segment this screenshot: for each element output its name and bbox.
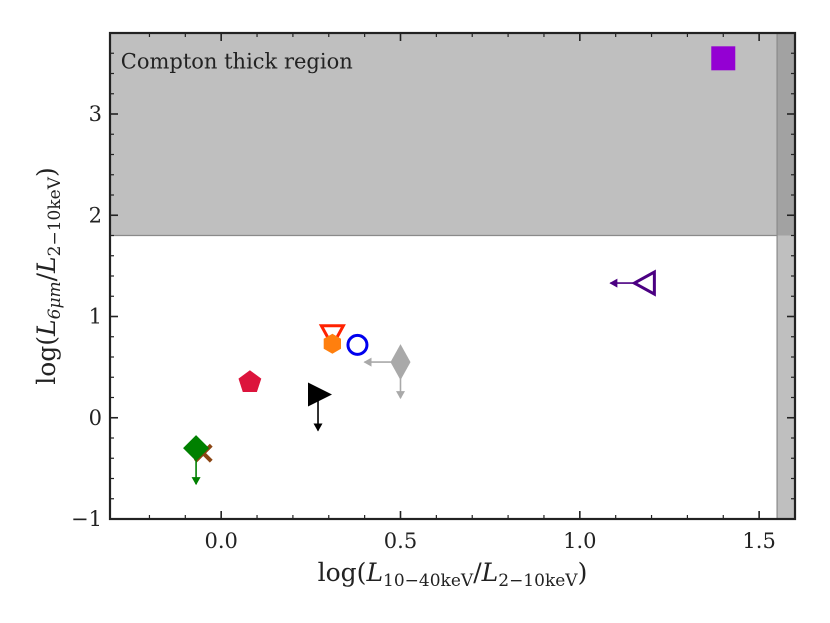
x-axis-label-post: ) bbox=[578, 558, 588, 587]
indigo-triangle-left-arrow-head bbox=[609, 278, 618, 288]
blue-circle bbox=[346, 333, 369, 356]
x-axis-label-sub2: 2−10keV bbox=[498, 571, 578, 591]
y-tick-label: 3 bbox=[89, 102, 102, 126]
gray-thin-diamond-arrow-down-head bbox=[395, 391, 405, 400]
gray-thin-diamond-arrow-left bbox=[363, 357, 395, 367]
x-axis-label-pre: log( bbox=[318, 558, 367, 587]
x-axis-label-l1: L bbox=[365, 558, 383, 587]
compton-thick-vertical-overlap bbox=[777, 33, 795, 236]
y-axis-label-l1: L bbox=[32, 319, 61, 337]
data-markers bbox=[183, 46, 736, 486]
y-axis-label-l2: L bbox=[32, 256, 61, 274]
compton-thick-horizontal bbox=[110, 33, 795, 236]
x-tick-label: 0.0 bbox=[204, 529, 237, 553]
x-tick-label: 1.0 bbox=[563, 529, 596, 553]
orange-hexagon bbox=[323, 333, 341, 354]
gray-thin-diamond bbox=[390, 344, 411, 381]
gray-thin-diamond-arrow-left-head bbox=[363, 357, 372, 367]
green-diamond bbox=[183, 435, 210, 462]
x-axis-label-slash: / bbox=[473, 558, 482, 587]
compton-thick-annotation: Compton thick region bbox=[121, 49, 353, 73]
x-axis-label-l2: L bbox=[481, 558, 499, 587]
shaded-regions bbox=[110, 33, 795, 519]
y-axis-label-sub2: 2−10keV bbox=[45, 176, 65, 256]
y-tick-label: −1 bbox=[71, 507, 102, 531]
y-axis-label-sub1: 6μm bbox=[45, 281, 65, 319]
crimson-pentagon bbox=[238, 370, 262, 392]
y-tick-label: 0 bbox=[89, 406, 102, 430]
x-tick-label: 1.5 bbox=[742, 529, 775, 553]
x-axis-label-sub1: 10−40keV bbox=[383, 571, 474, 591]
red-triangle-down bbox=[318, 324, 346, 349]
y-axis-label-post: ) bbox=[32, 167, 61, 177]
y-axis-label-pre: log( bbox=[32, 336, 61, 385]
purple-square bbox=[711, 46, 736, 71]
black-triangle-right bbox=[308, 382, 333, 407]
indigo-triangle-left bbox=[631, 269, 656, 297]
plot-frame bbox=[108, 31, 797, 521]
y-axis-label: log(L6μm/L2−10keV) bbox=[32, 167, 65, 385]
x-axis-label: log(L10−40keV/L2−10keV) bbox=[318, 558, 588, 591]
black-triangle-right-arrow-head bbox=[313, 423, 323, 432]
black-triangle-right-arrow bbox=[313, 398, 323, 432]
y-axis-label-slash: / bbox=[32, 272, 61, 281]
y-tick-label: 2 bbox=[89, 203, 102, 227]
indigo-triangle-left-arrow bbox=[609, 278, 635, 288]
x-tick-label: 0.5 bbox=[384, 529, 417, 553]
y-tick-label: 1 bbox=[89, 305, 102, 329]
green-diamond-arrow-head bbox=[191, 477, 201, 486]
